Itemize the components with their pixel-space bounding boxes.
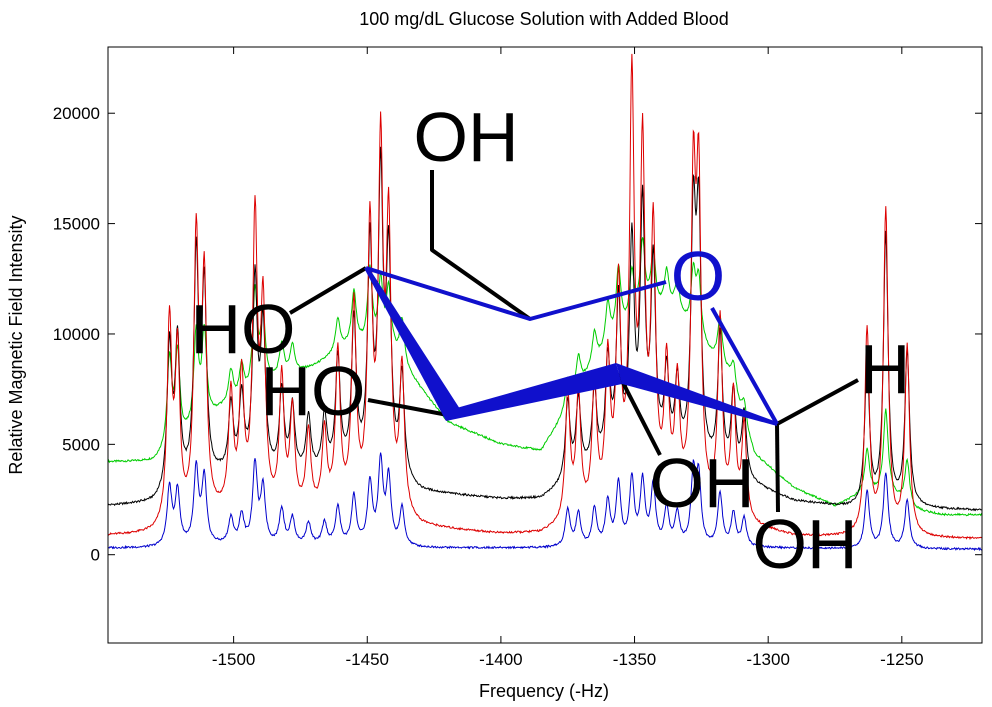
x-axis-ticks: -1500 -1450 -1400 -1350 -1300 -1250 bbox=[212, 47, 924, 669]
ring-back-bonds bbox=[365, 266, 667, 321]
c2-oh-label: OH bbox=[650, 444, 755, 522]
y-axis-ticks: 0 5000 10000 15000 20000 bbox=[53, 104, 982, 565]
x-axis-label: Frequency (-Hz) bbox=[479, 681, 609, 701]
x-tick-label: -1350 bbox=[613, 650, 656, 669]
c2-oh-bond bbox=[616, 372, 662, 456]
x-tick-label: -1250 bbox=[880, 650, 923, 669]
glucose-molecule-overlay: OH HO HO O H OH OH bbox=[191, 98, 911, 583]
ch2oh-oh-label: OH bbox=[414, 98, 519, 176]
y-tick-label: 0 bbox=[91, 546, 100, 565]
series-layer bbox=[108, 53, 982, 552]
c4-ho-label: HO bbox=[191, 290, 296, 368]
ch2oh-bond bbox=[430, 170, 532, 321]
x-tick-label: -1400 bbox=[479, 650, 522, 669]
y-tick-label: 15000 bbox=[53, 215, 100, 234]
y-tick-label: 20000 bbox=[53, 104, 100, 123]
y-tick-label: 10000 bbox=[53, 325, 100, 344]
x-tick-label: -1450 bbox=[346, 650, 389, 669]
chart-title: 100 mg/dL Glucose Solution with Added Bl… bbox=[359, 9, 729, 29]
ring-o-c1-bond bbox=[710, 307, 779, 425]
ring-oxygen-label: O bbox=[671, 237, 725, 315]
y-tick-label: 5000 bbox=[62, 435, 100, 454]
series-line-1 bbox=[108, 146, 982, 512]
c4-ho-bond bbox=[288, 266, 368, 315]
c1-h-label: H bbox=[860, 330, 911, 408]
x-tick-label: -1300 bbox=[746, 650, 789, 669]
c1-h-bond bbox=[776, 378, 859, 426]
series-line-2 bbox=[108, 53, 982, 541]
y-axis-label: Relative Magnetic Field Intensity bbox=[6, 215, 26, 474]
x-tick-label: -1500 bbox=[212, 650, 255, 669]
series-line-3 bbox=[108, 452, 982, 552]
c3-ho-label: HO bbox=[261, 352, 366, 430]
c3-ho-bond bbox=[367, 398, 454, 418]
ring-wedge-c4-c3 bbox=[364, 268, 460, 421]
plot-area-frame bbox=[107, 46, 983, 644]
series-line-0 bbox=[108, 237, 982, 517]
ring-wedge-c2-c1 bbox=[616, 363, 777, 426]
ring-wedge-c3-c2 bbox=[446, 363, 622, 421]
c1-oh-bond bbox=[775, 423, 780, 513]
c1-oh-label: OH bbox=[753, 505, 858, 583]
